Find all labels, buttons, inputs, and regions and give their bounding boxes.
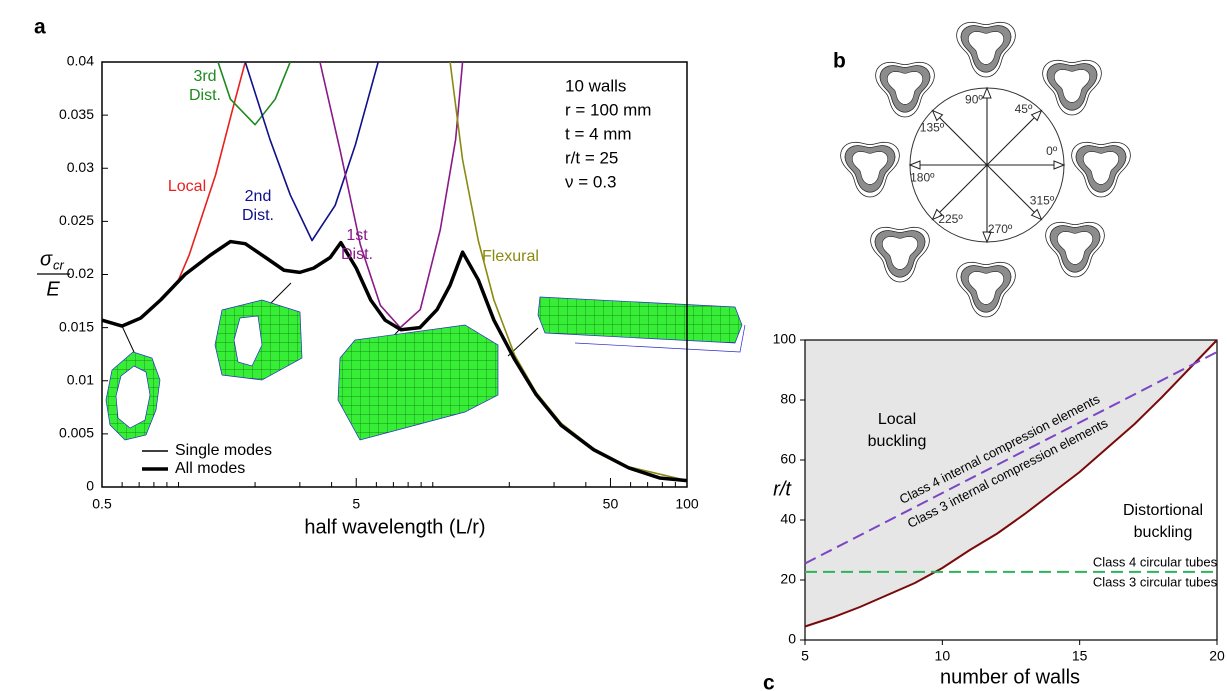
series-label: Dist. xyxy=(189,87,221,104)
y-tick-label: 0.025 xyxy=(59,212,94,228)
y-tick-label: 0.02 xyxy=(67,265,94,281)
direction-arrow xyxy=(987,118,1034,165)
direction-arrow xyxy=(940,118,987,165)
x-tick-label: 100 xyxy=(675,496,699,512)
y-tick-label: 80 xyxy=(780,391,796,407)
x-tick-label: 5 xyxy=(801,648,809,664)
panel-label: c xyxy=(763,672,775,691)
x-tick-label: 5 xyxy=(352,496,360,512)
direction-arrow xyxy=(940,165,987,212)
region-label: Distortional xyxy=(1123,502,1203,519)
y-tick-label: 0.035 xyxy=(59,106,94,122)
series-label: Dist. xyxy=(242,207,274,224)
x-tick-label: 50 xyxy=(603,496,619,512)
y-tick-label: 0.04 xyxy=(67,53,94,69)
x-tick-label: 20 xyxy=(1209,648,1225,664)
legend-label: Single modes xyxy=(175,442,272,459)
x-axis-label: half wavelength (L/r) xyxy=(304,516,485,538)
y-tick-label: 0.005 xyxy=(59,425,94,441)
angle-label: 315º xyxy=(1030,194,1055,208)
angle-label: 90º xyxy=(965,92,983,106)
line-label: Class 3 circular tubes xyxy=(1093,574,1218,589)
y-label-sigma: σ xyxy=(40,248,53,270)
parameter-text: 10 walls xyxy=(565,76,626,95)
arrow-head xyxy=(910,161,920,169)
series-label: Local xyxy=(168,178,206,195)
x-tick-label: 0.5 xyxy=(92,496,112,512)
figure: 0 0.005 0.01 0.015 0.02 0.025 0.03 0.035 0.04 0.5… xyxy=(0,0,1227,691)
angle-label: 225º xyxy=(938,212,963,226)
panel-label: a xyxy=(34,16,46,39)
series-line xyxy=(320,62,463,328)
series-label: 2nd xyxy=(245,188,272,205)
angle-label: 180º xyxy=(910,170,935,184)
parameter-text: t = 4 mm xyxy=(565,124,632,143)
panel-label: b xyxy=(833,50,846,73)
series-label: 3rd xyxy=(193,68,216,85)
series-line xyxy=(218,62,290,125)
y-tick-label: 40 xyxy=(780,511,796,527)
legend-label: All modes xyxy=(175,460,245,477)
y-tick-label: 0.015 xyxy=(59,318,94,334)
arrow-head xyxy=(983,88,991,98)
section-shapes xyxy=(841,22,1131,317)
parameter-text: ν = 0.3 xyxy=(565,172,617,191)
y-tick-label: 0 xyxy=(86,478,94,494)
angle-label: 45º xyxy=(1015,102,1033,116)
region-label: buckling xyxy=(1134,524,1193,541)
direction-arrow xyxy=(987,165,1034,212)
y-tick-label: 100 xyxy=(773,331,797,347)
x-tick-label: 10 xyxy=(935,648,951,664)
angle-label: 270º xyxy=(988,222,1013,236)
series-label: Flexural xyxy=(482,248,539,265)
series-label: Dist. xyxy=(341,246,373,263)
line-label: Class 4 circular tubes xyxy=(1093,554,1218,569)
y-label-denominator: E xyxy=(46,278,60,300)
series-label: 1st xyxy=(346,227,368,244)
y-tick-label: 20 xyxy=(780,571,796,587)
parameter-text: r = 100 mm xyxy=(565,100,651,119)
region-label: Local xyxy=(878,411,916,428)
y-tick-label: 0.01 xyxy=(67,371,94,387)
y-axis-label: r/t xyxy=(773,478,792,500)
x-axis-label: number of walls xyxy=(940,666,1080,688)
parameter-text: r/t = 25 xyxy=(565,148,618,167)
arrow-head xyxy=(1054,161,1064,169)
y-label-sub: cr xyxy=(53,257,65,272)
x-tick-label: 15 xyxy=(1072,648,1088,664)
angle-label: 0º xyxy=(1046,144,1058,158)
region-label: buckling xyxy=(868,433,927,450)
angle-label: 135º xyxy=(920,121,945,135)
y-tick-label: 0 xyxy=(788,631,796,647)
y-tick-label: 60 xyxy=(780,451,796,467)
y-tick-label: 0.03 xyxy=(67,159,94,175)
mode-shapes xyxy=(106,283,745,440)
